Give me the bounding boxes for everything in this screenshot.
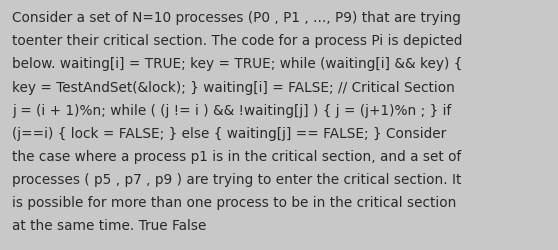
Text: below. waiting[i] = TRUE; key = TRUE; while (waiting[i] && key) {: below. waiting[i] = TRUE; key = TRUE; wh… [12,57,463,71]
Text: key = TestAndSet(&lock); } waiting[i] = FALSE; // Critical Section: key = TestAndSet(&lock); } waiting[i] = … [12,80,455,94]
Text: toenter their critical section. The code for a process Pi is depicted: toenter their critical section. The code… [12,34,463,48]
Text: j = (i + 1)%n; while ( (j != i ) && !waiting[j] ) { j = (j+1)%n ; } if: j = (i + 1)%n; while ( (j != i ) && !wai… [12,103,451,117]
Text: is possible for more than one process to be in the critical section: is possible for more than one process to… [12,195,456,209]
Text: the case where a process p1 is in the critical section, and a set of: the case where a process p1 is in the cr… [12,149,461,163]
Text: Consider a set of N=10 processes (P0 , P1 , ..., P9) that are trying: Consider a set of N=10 processes (P0 , P… [12,11,461,25]
Text: (j==i) { lock = FALSE; } else { waiting[j] == FALSE; } Consider: (j==i) { lock = FALSE; } else { waiting[… [12,126,446,140]
Text: processes ( p5 , p7 , p9 ) are trying to enter the critical section. It: processes ( p5 , p7 , p9 ) are trying to… [12,172,461,186]
Text: at the same time. True False: at the same time. True False [12,218,206,232]
